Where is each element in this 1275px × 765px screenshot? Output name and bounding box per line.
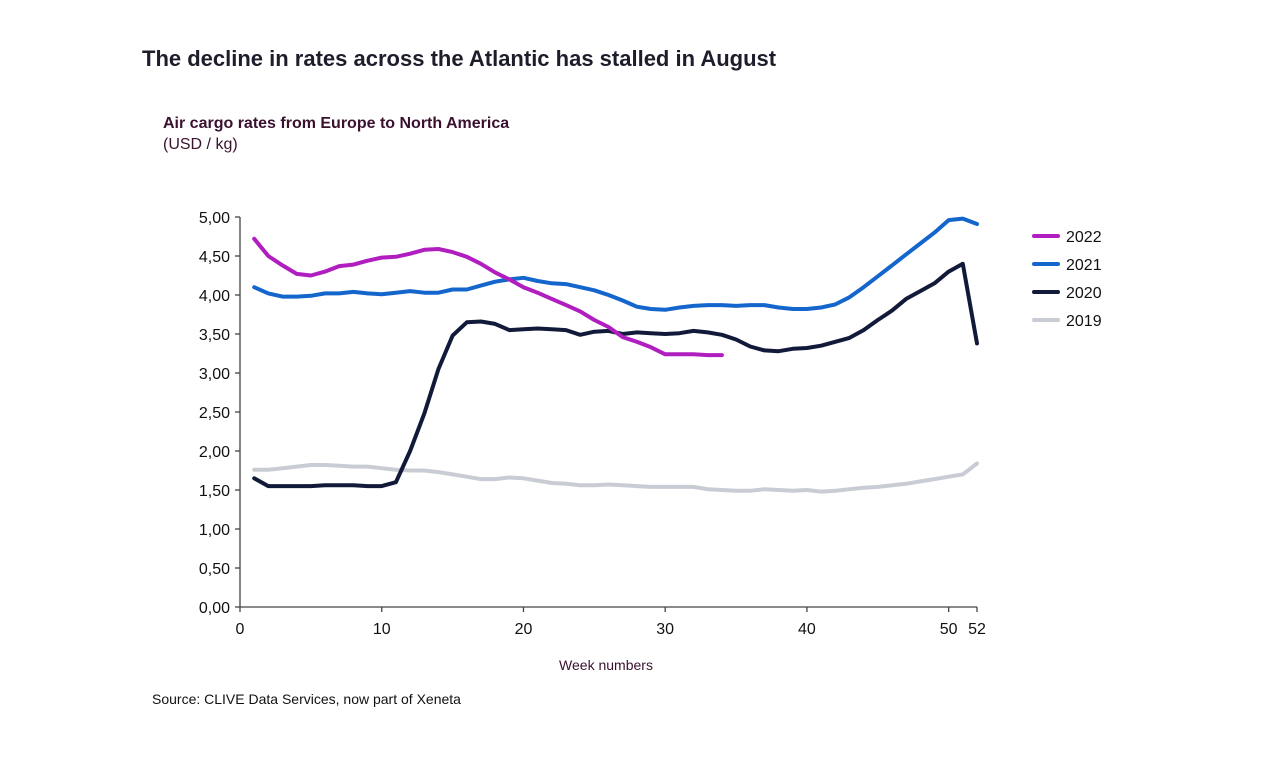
y-tick-label: 2,50 xyxy=(199,405,230,422)
x-tick-label: 52 xyxy=(968,621,986,638)
x-tick-label: 20 xyxy=(515,621,533,638)
source-note: Source: CLIVE Data Services, now part of… xyxy=(152,691,461,707)
series-line-2022 xyxy=(252,236,724,358)
x-tick-label: 0 xyxy=(236,621,245,638)
series-line-2019 xyxy=(252,461,979,494)
x-axis-label: Week numbers xyxy=(559,657,653,673)
legend-label-2022: 2022 xyxy=(1066,229,1102,246)
legend-label-2019: 2019 xyxy=(1066,313,1102,330)
y-tick-label: 0,50 xyxy=(199,561,230,578)
y-tick-label: 3,50 xyxy=(199,327,230,344)
y-tick-label: 1,00 xyxy=(199,522,230,539)
y-axis-unit: (USD / kg) xyxy=(163,136,238,153)
y-tick-label: 4,00 xyxy=(199,288,230,305)
y-tick-label: 3,00 xyxy=(199,366,230,383)
y-tick-label: 2,00 xyxy=(199,444,230,461)
y-tick-label: 0,00 xyxy=(199,600,230,617)
legend-label-2021: 2021 xyxy=(1066,257,1102,274)
y-tick-label: 4,50 xyxy=(199,249,230,266)
y-tick-label: 5,00 xyxy=(199,210,230,227)
legend-label-2020: 2020 xyxy=(1066,285,1102,302)
x-tick-label: 50 xyxy=(940,621,958,638)
x-tick-label: 30 xyxy=(656,621,674,638)
x-tick-label: 10 xyxy=(373,621,391,638)
chart-subtitle: Air cargo rates from Europe to North Ame… xyxy=(163,115,510,132)
chart-title: The decline in rates across the Atlantic… xyxy=(142,46,777,71)
x-tick-label: 40 xyxy=(798,621,816,638)
series-line-2021 xyxy=(252,216,979,312)
y-tick-label: 1,50 xyxy=(199,483,230,500)
